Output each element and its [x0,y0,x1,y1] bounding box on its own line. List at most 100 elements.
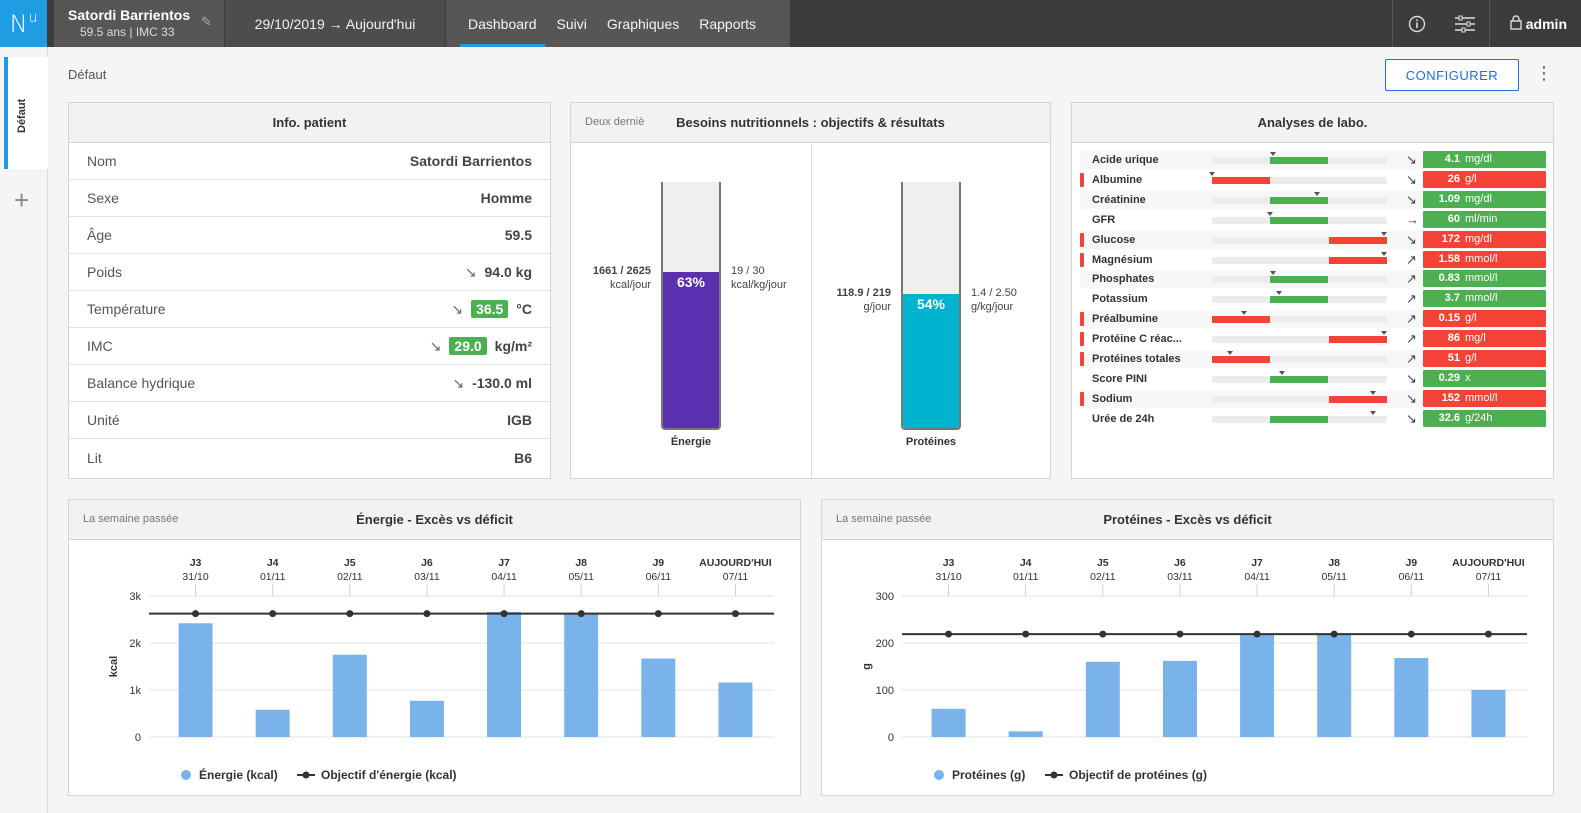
trend-arrow-icon: ↗ [1406,331,1417,347]
bar [641,658,676,737]
x-tick-date: 05/11 [568,571,594,583]
value-text: Homme [480,190,532,206]
x-tick-date: 01/11 [1013,571,1039,583]
edit-pencil-icon[interactable]: ✎ [201,14,212,29]
settings-sliders-icon[interactable] [1441,0,1489,47]
lab-row[interactable]: Albumine ↘ 26 g/l [1080,170,1546,189]
lab-value-badge: 3.7 mmol/l [1423,290,1546,308]
value-marker [1381,251,1387,256]
lab-row[interactable]: Phosphates ↗ 0.83 mmol/l [1080,270,1546,289]
value-marker [1381,231,1387,236]
value-text: 59.5 [504,227,532,243]
y-tick-label: 3k [129,591,141,603]
patient-selector[interactable]: Satordi Barrientos 59.5 ans | IMC 33 ✎ [54,0,224,47]
range-track [1212,251,1387,264]
info-row: Nom Satordi Barrientos [69,143,550,180]
nav-rapports[interactable]: Rapports [699,15,757,32]
lab-row[interactable]: Urée de 24h ↘ 32.6 g/24h [1080,409,1546,428]
trend-arrow-icon: ↘ [1406,370,1417,386]
info-row: Balance hydrique ↘ -130.0 ml [69,365,550,402]
more-options-icon[interactable]: ⋮ [1535,63,1553,83]
value-text: 94.0 kg [484,264,532,280]
x-tick-day: J3 [190,557,202,569]
add-dashboard-icon[interactable]: + [14,185,30,215]
legend-marker-bars [934,770,944,780]
range-track [1212,410,1387,423]
x-tick-day: J5 [1097,557,1109,569]
value-text: -130.0 ml [472,375,532,391]
protein-chart-panel: La semaine passée Protéines - Excès vs d… [821,499,1554,796]
lab-name: Protéine C réac... [1092,333,1182,346]
info-row: IMC ↘ 29.0 kg/m² [69,328,550,365]
x-tick-day: AUJOURD'HUI [1452,557,1525,569]
lab-row[interactable]: Sodium ↘ 152 mmol/l [1080,389,1546,408]
nav-graphiques[interactable]: Graphiques [606,15,680,32]
y-tick-label: 200 [876,638,894,650]
user-name: admin [1525,15,1567,32]
tube-percent: 63% [676,274,706,290]
bar [564,612,599,737]
x-tick-date: 02/11 [1090,571,1116,583]
nav-suivi[interactable]: Suivi [556,15,587,32]
lab-value-badge: 0.15 g/l [1423,310,1546,328]
trend-arrow-icon: ↗ [1406,271,1417,287]
energy-chart: 0 1k 2k 3k kcal J3 31/10 J4 01/11 J5 02/11 J6 03/11 J… [108,557,774,782]
nav-dashboard[interactable]: Dashboard [458,0,547,47]
column-divider [811,144,812,478]
panel-header: La semaine passée Protéines - Excès vs d… [822,500,1553,540]
legend-label: Objectif d'énergie (kcal) [321,768,457,782]
x-tick-day: J7 [498,557,510,569]
lab-unit: ml/min [1465,212,1498,225]
lab-row[interactable]: Créatinine ↘ 1.09 mg/dl [1080,190,1546,209]
lab-name: Glucose [1092,233,1136,246]
user-menu[interactable]: admin [1490,0,1581,47]
info-label: Température [87,301,166,317]
lab-row[interactable]: Protéine C réac... ↗ 86 mg/l [1080,330,1546,348]
y-tick-label: 100 [876,685,894,697]
patient-info-panel: Info. patient Nom Satordi Barrientos Sexe H… [68,102,551,479]
range-bar [1270,415,1328,423]
info-label: Lit [87,449,102,466]
y-tick-label: 300 [876,591,894,603]
bar [409,700,444,737]
range-track [1212,271,1387,284]
right-value: 19 / 30 [731,265,765,277]
lab-unit: mmol/l [1465,292,1498,305]
trend-arrow-icon: ↘ [1406,231,1417,247]
info-value: ↘ 36.5 °C [451,300,532,318]
lab-value: 26 [1447,172,1460,185]
info-label: Nom [87,153,117,169]
lab-row[interactable]: GFR → 60 ml/min [1080,210,1546,229]
patient-summary: 59.5 ans | IMC 33 [80,25,175,39]
lab-row[interactable]: Glucose ↘ 172 mg/dl [1080,230,1546,249]
lab-row[interactable]: Protéines totales ↗ 51 g/l [1080,350,1546,368]
bar [1162,660,1197,737]
lab-row[interactable]: Score PINI ↘ 0.29 x [1080,369,1546,388]
lab-row[interactable]: Magnésium ↗ 1.58 mmol/l [1080,250,1546,269]
lab-row[interactable]: Potassium ↗ 3.7 mmol/l [1080,290,1546,308]
bar [332,654,367,737]
lab-row[interactable]: Acide urique ↘ 4.1 mg/dl [1080,151,1546,169]
info-row: Sexe Homme [69,180,550,217]
bar [718,682,753,737]
x-tick-date: 06/11 [646,571,672,583]
info-icon[interactable] [1393,0,1441,47]
lab-row[interactable]: Préalbumine ↗ 0.15 g/l [1080,310,1546,329]
value-marker [1209,171,1215,176]
target-point [654,610,662,618]
x-tick-date: 31/10 [935,571,961,583]
target-point [945,630,953,638]
chart-title: Énergie - Excès vs déficit [356,512,513,527]
abnormal-flag [1080,312,1084,327]
bar [1317,633,1352,737]
lab-unit: g/l [1465,352,1477,364]
y-tick-label: 1k [129,685,141,697]
tube-left-stats: 118.9 / 219 g/jour [837,286,891,314]
configure-button[interactable]: CONFIGURER [1385,59,1519,91]
dashboard-tab-default[interactable]: Défaut [4,57,48,169]
lab-value: 4.1 [1444,153,1460,165]
target-point [731,610,739,618]
trend-arrow-icon: ↗ [1406,351,1417,366]
date-range-selector[interactable]: 29/10/2019 → Aujourd'hui [225,0,445,47]
